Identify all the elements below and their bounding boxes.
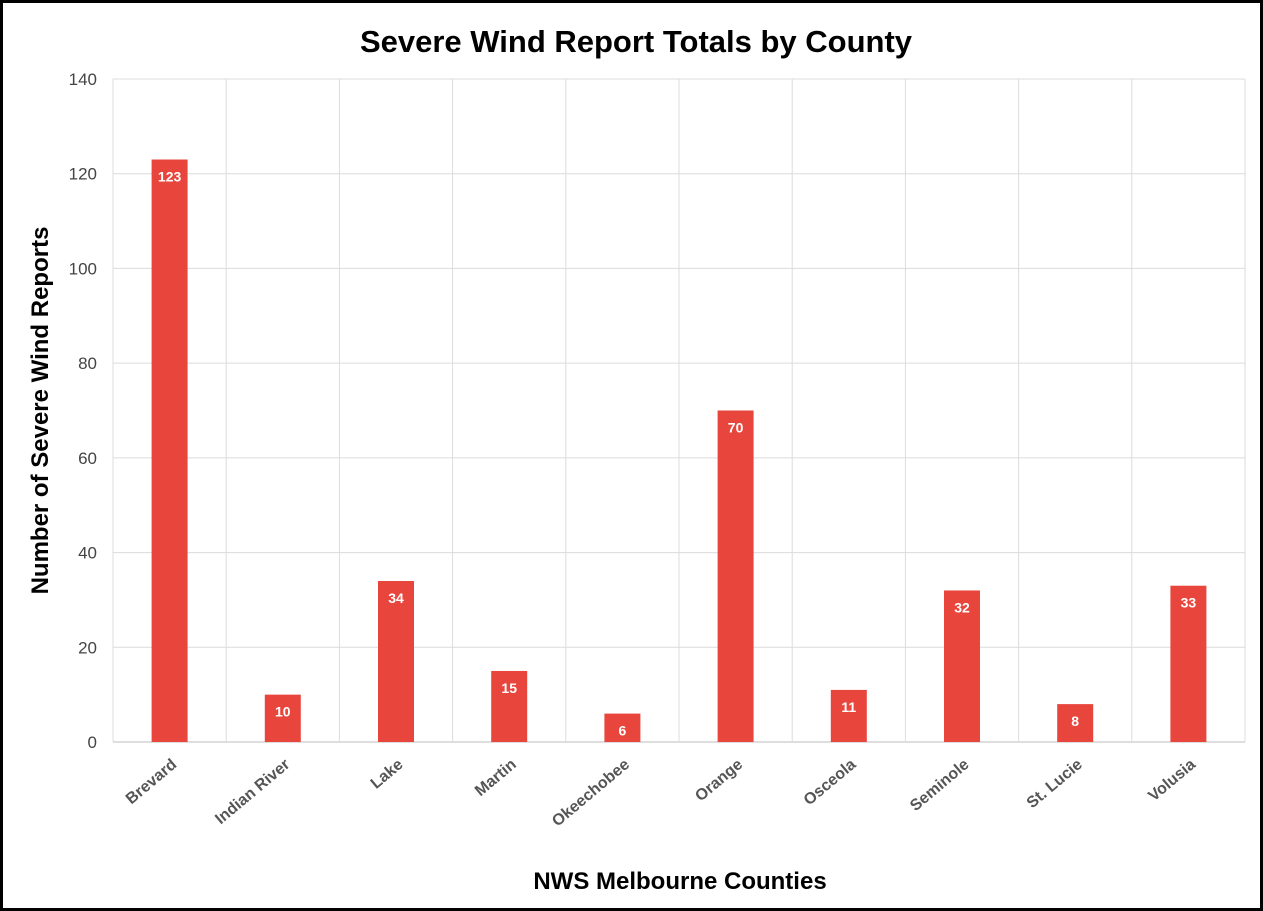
x-axis-title: NWS Melbourne Counties: [533, 868, 826, 895]
bars: [151, 159, 1207, 742]
x-tick-label: Lake: [368, 756, 407, 793]
data-label: 11: [841, 699, 856, 715]
x-tick-label: St. Lucie: [1024, 756, 1086, 812]
y-tick-label: 20: [78, 638, 97, 657]
data-label: 32: [954, 599, 970, 615]
x-tick-label: Indian River: [212, 756, 293, 828]
data-label: 6: [619, 723, 627, 739]
data-label: 15: [501, 680, 517, 696]
x-tick-label: Orange: [692, 756, 746, 805]
bar: [491, 670, 528, 742]
y-tick-label: 100: [69, 259, 97, 278]
x-tick-label: Seminole: [907, 756, 972, 815]
gridlines: [112, 78, 1246, 743]
x-tick-label: Martin: [472, 756, 520, 800]
y-tick-label: 40: [78, 544, 97, 563]
data-label: 123: [158, 169, 182, 185]
data-labels: 123 10 34 15 6 70 11 32 8 33: [158, 169, 1196, 739]
x-tick-label: Brevard: [123, 756, 180, 808]
y-tick-label: 140: [69, 70, 97, 89]
chart-title: Severe Wind Report Totals by County: [360, 24, 913, 59]
y-tick-label: 120: [69, 165, 97, 184]
bar: [604, 713, 641, 742]
data-label: 10: [275, 704, 291, 720]
y-tick-label: 60: [78, 449, 97, 468]
bar: [717, 410, 754, 742]
bar: [1170, 585, 1207, 742]
data-label: 8: [1071, 713, 1079, 729]
bar: [944, 590, 980, 742]
bar: [830, 689, 867, 742]
y-axis-ticks: 0 20 40 60 80 100 120 140: [69, 70, 97, 752]
y-tick-label: 80: [78, 354, 97, 373]
bar: [1057, 704, 1094, 742]
bar: [264, 694, 301, 742]
data-label: 34: [388, 590, 404, 606]
x-tick-label: Osceola: [801, 756, 860, 809]
data-label: 33: [1181, 595, 1197, 611]
y-axis-title: Number of Severe Wind Reports: [27, 227, 54, 595]
x-axis-categories: Brevard Indian River Lake Martin Okeechobee O…: [123, 756, 1199, 830]
x-tick-label: Okeechobee: [549, 756, 633, 830]
data-label: 70: [728, 420, 744, 436]
bar: [151, 159, 188, 742]
x-tick-label: Volusia: [1145, 756, 1199, 805]
bar: [378, 580, 414, 742]
y-tick-label: 0: [88, 733, 97, 752]
